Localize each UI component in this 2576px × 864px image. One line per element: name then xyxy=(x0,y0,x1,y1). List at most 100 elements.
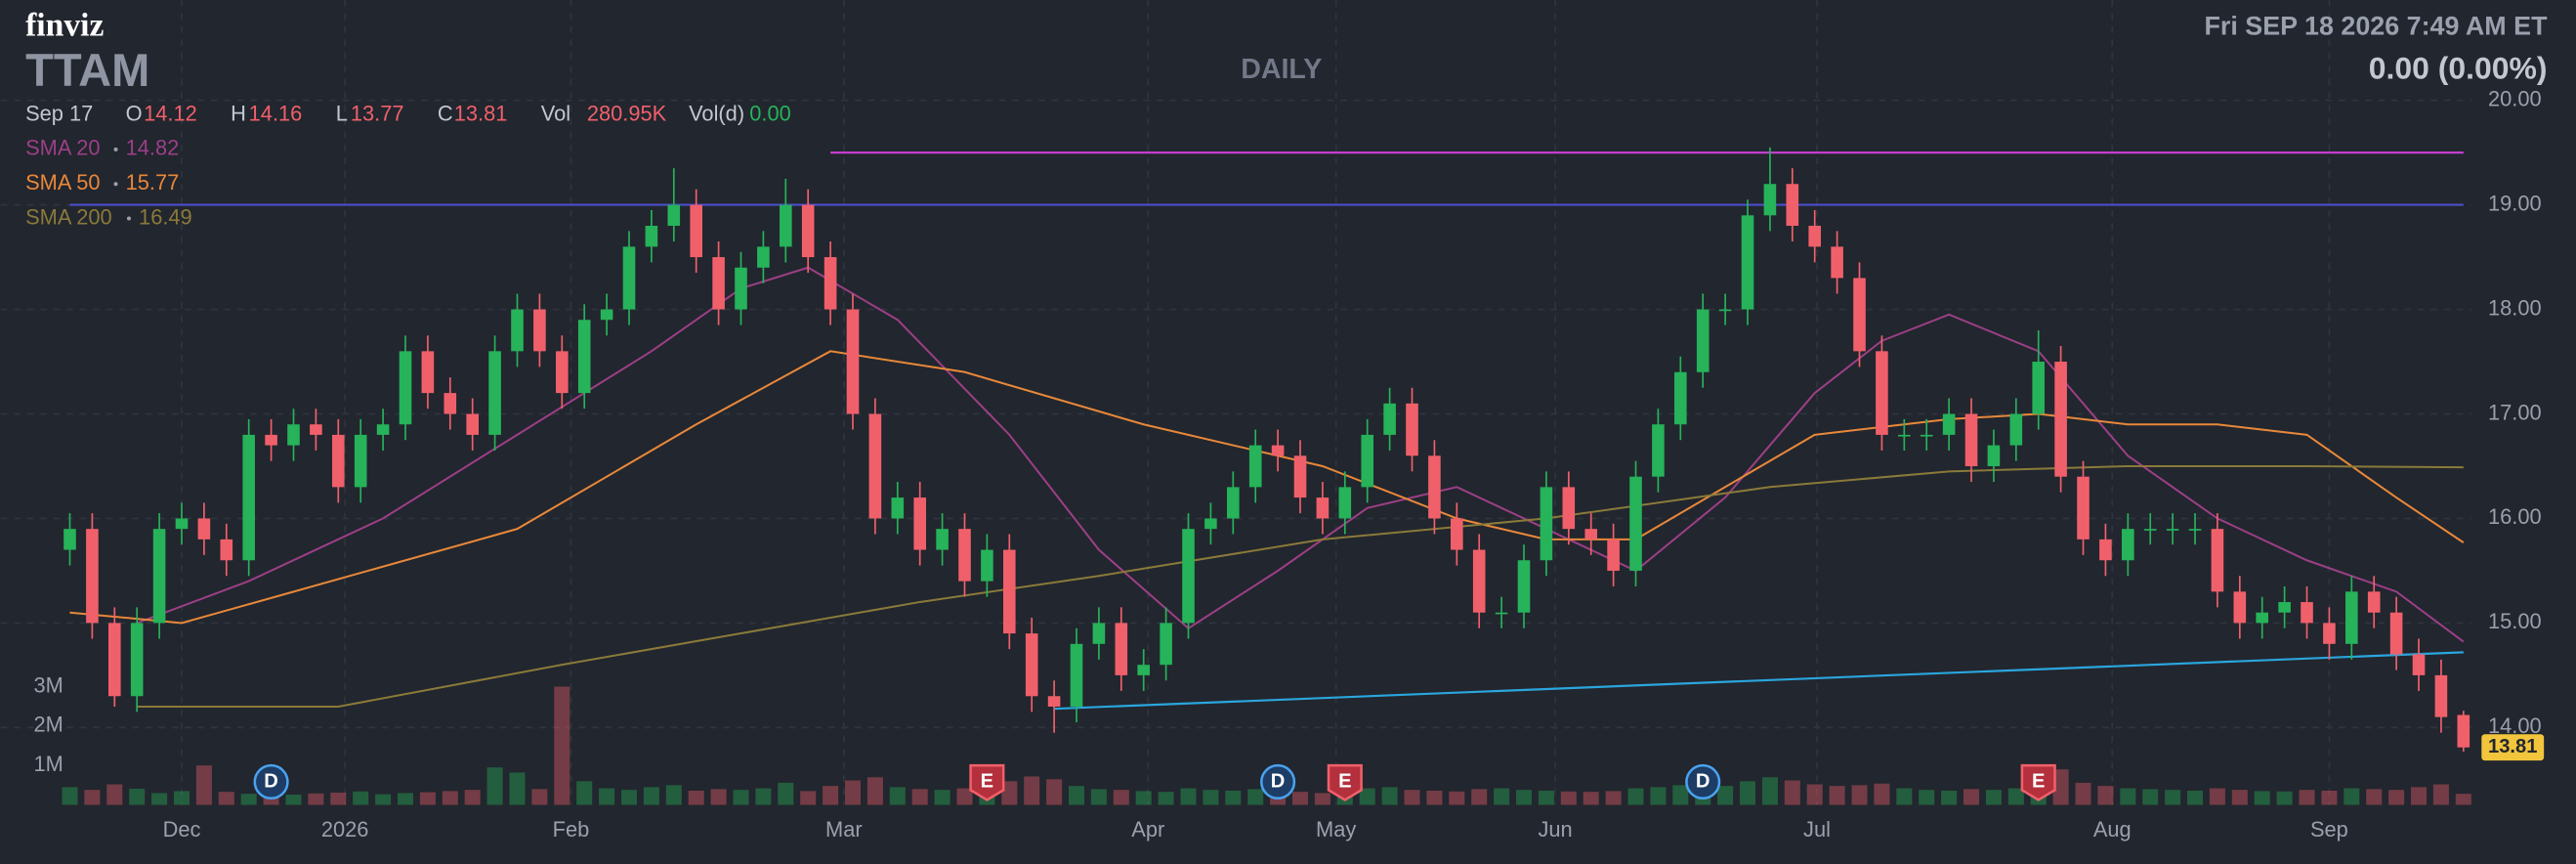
candle-body xyxy=(958,529,971,582)
candle-body xyxy=(1227,487,1240,519)
volume-bar xyxy=(1515,790,1533,805)
x-tick-label: May xyxy=(1316,817,1356,842)
candle-body xyxy=(1406,403,1418,456)
volume-bar xyxy=(1672,785,1689,805)
volume-bar xyxy=(2209,788,2225,805)
candle-body xyxy=(1182,529,1195,624)
change: 0.00 (0.00%) xyxy=(2369,51,2548,86)
volume-bar xyxy=(240,794,257,805)
candle-body xyxy=(242,434,255,561)
dividend-marker xyxy=(1685,763,1721,800)
volume-bar xyxy=(2231,790,2248,805)
candle-body xyxy=(1898,434,1911,437)
event-label: E xyxy=(981,770,993,792)
candle-body xyxy=(2233,591,2247,624)
candle-body xyxy=(801,204,815,258)
legend-vold: Vol(d) xyxy=(689,101,744,125)
volume-bar xyxy=(1784,780,1800,805)
legend-high: 14.16 xyxy=(249,101,303,125)
volume-bar xyxy=(151,793,168,805)
volume-bar xyxy=(2366,789,2383,805)
volume-tick-label: 2M xyxy=(34,713,63,737)
volume-bar xyxy=(800,791,817,805)
volume-bar xyxy=(1024,776,1040,805)
earnings-marker xyxy=(2020,763,2056,801)
volume-bar xyxy=(1404,790,1420,805)
candle-body xyxy=(1316,497,1330,519)
candle-body xyxy=(600,309,613,321)
candle-body xyxy=(1607,539,1620,571)
volume-bar xyxy=(375,794,392,805)
candle-body xyxy=(2434,674,2448,717)
candle-body xyxy=(1696,309,1710,372)
volume-layer xyxy=(62,686,2471,805)
candle-body xyxy=(2389,612,2403,655)
volume-bar xyxy=(911,789,928,805)
candle-body xyxy=(197,518,211,540)
volume-bar xyxy=(1203,790,1219,805)
timeframe: DAILY xyxy=(1241,54,1322,85)
candle-body xyxy=(1629,476,1642,571)
volume-bar xyxy=(643,787,659,805)
candle-layer xyxy=(63,147,2470,752)
candle-body xyxy=(107,623,121,697)
volume-bar xyxy=(1180,788,1197,805)
line xyxy=(137,464,2464,709)
volume-bar xyxy=(1851,785,1868,805)
candle-body xyxy=(354,434,367,488)
candle-body xyxy=(1942,413,1956,435)
ohlc-legend: Sep 17 O 14.12 H 14.16 L 13.77 C 13.81 V… xyxy=(25,101,791,125)
event-label: D xyxy=(264,770,278,792)
candle-body xyxy=(421,351,435,394)
volume-bar xyxy=(1963,789,1980,805)
candle-body xyxy=(331,434,345,488)
candle-body xyxy=(1451,518,1463,550)
candle-body xyxy=(2301,602,2313,624)
candle-body xyxy=(667,204,681,227)
candle-body xyxy=(913,497,926,550)
candle-body xyxy=(1383,403,1396,435)
volume-bar xyxy=(889,787,906,805)
candle-body xyxy=(511,309,524,352)
datetime: Fri SEP 18 2026 7:49 AM ET xyxy=(2204,12,2548,41)
volume-bar xyxy=(308,793,324,805)
x-tick-label: Aug xyxy=(2093,817,2132,842)
candle-body xyxy=(175,518,189,530)
volume-bar xyxy=(823,786,839,805)
candle-body xyxy=(2211,529,2224,592)
candle-body xyxy=(1741,215,1754,310)
volume-bar xyxy=(84,790,101,805)
candle-body xyxy=(443,393,457,414)
candle-body xyxy=(757,246,770,268)
event-label: E xyxy=(2032,770,2045,792)
volume-bar xyxy=(353,791,369,805)
y-tick-label: 17.00 xyxy=(2488,400,2542,424)
candle-body xyxy=(690,204,702,258)
event-label: E xyxy=(1338,770,1351,792)
legend-vol-value: 280.95K xyxy=(587,101,667,125)
volume-bar xyxy=(2097,786,2114,805)
legend-date: Sep 17 xyxy=(25,101,93,125)
sma-legend-name: SMA 200 xyxy=(25,204,112,229)
y-tick-label: 15.00 xyxy=(2488,609,2542,633)
candle-body xyxy=(2457,714,2470,748)
candle-body xyxy=(533,309,546,352)
volume-bar xyxy=(2052,769,2069,805)
candle-body xyxy=(2122,529,2134,561)
volume-bar xyxy=(2254,791,2270,805)
candle-body xyxy=(1831,246,1843,279)
candle-body xyxy=(1293,455,1307,498)
legend-vol: Vol xyxy=(541,101,570,125)
volume-bar xyxy=(2276,791,2293,805)
x-tick-label: 2026 xyxy=(321,817,369,842)
y-tick-label: 16.00 xyxy=(2488,504,2542,529)
volume-bar xyxy=(1359,788,1375,805)
sma-legend-value: 16.49 xyxy=(139,204,192,229)
volume-bar xyxy=(1761,777,1778,805)
event-label: D xyxy=(1696,770,1710,792)
last-price-tag xyxy=(2481,734,2545,761)
volume-bar xyxy=(1494,788,1510,805)
volume-bar xyxy=(688,790,704,805)
